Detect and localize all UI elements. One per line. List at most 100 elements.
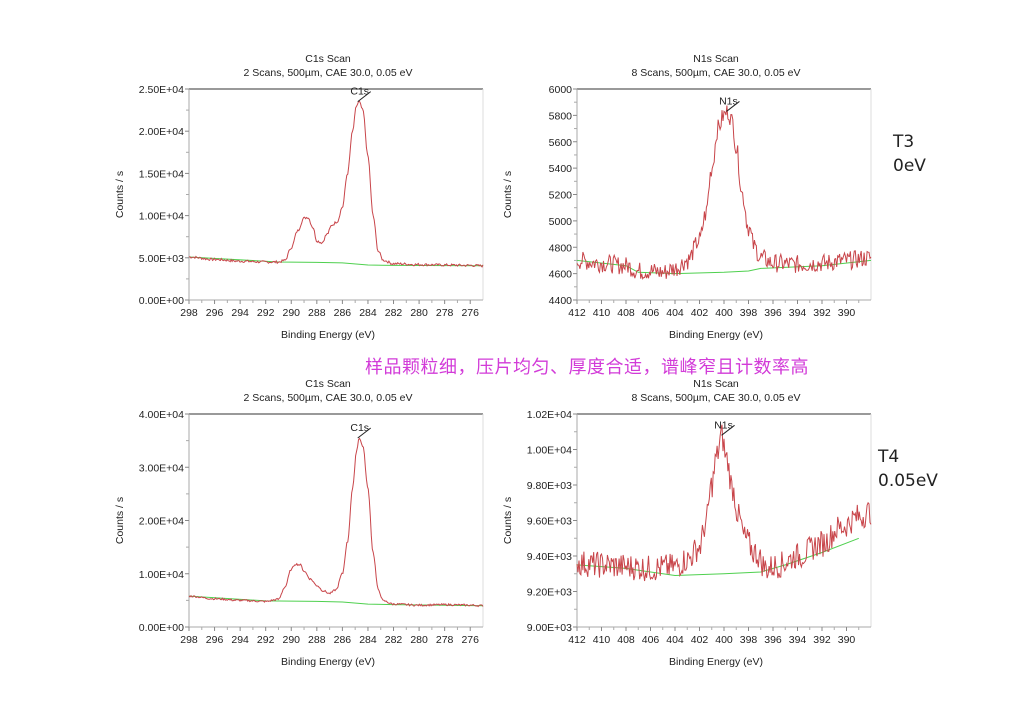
y-axis-label: Counts / s [502, 497, 514, 544]
chart-t4-n1s: N1s Scan 8 Scans, 500µm, CAE 30.0, 0.05 e… [502, 378, 872, 668]
x-tick-label: 404 [666, 307, 684, 319]
x-tick-label: 394 [789, 307, 807, 319]
x-tick-label: 412 [568, 307, 586, 319]
x-tick-label: 278 [436, 634, 454, 646]
x-tick-label: 294 [231, 307, 249, 319]
x-tick-label: 278 [436, 307, 454, 319]
x-tick-label: 402 [691, 307, 709, 319]
y-axis-label: Counts / s [114, 171, 126, 218]
y-axis-label: Counts / s [114, 497, 126, 544]
x-tick-label: 276 [461, 634, 479, 646]
x-tick-label: 406 [642, 634, 660, 646]
y-tick-label: 9.00E+03 [527, 622, 572, 634]
chart-subtitle: 2 Scans, 500µm, CAE 30.0, 0.05 eV [244, 392, 413, 404]
x-tick-label: 282 [385, 634, 403, 646]
x-tick-label: 292 [257, 307, 275, 319]
y-tick-label: 9.40E+03 [527, 551, 572, 563]
x-tick-label: 408 [617, 634, 635, 646]
y-tick-label: 4.00E+04 [139, 409, 184, 421]
y-tick-label: 2.50E+04 [139, 84, 184, 96]
x-tick-label: 398 [740, 634, 758, 646]
x-tick-label: 284 [359, 307, 377, 319]
y-tick-label: 5600 [549, 137, 573, 149]
x-tick-label: 288 [308, 307, 326, 319]
y-tick-label: 4600 [549, 269, 573, 281]
x-tick-label: 392 [813, 307, 831, 319]
x-axis-label: Binding Energy (eV) [281, 656, 375, 668]
spectrum-line [188, 437, 484, 608]
sample-label-t3: T3 0eV [893, 130, 926, 178]
peak-label: N1s [714, 419, 733, 431]
y-tick-label: 1.00E+04 [139, 211, 184, 223]
peak-label: C1s [350, 422, 369, 434]
chart-title: N1s Scan [693, 378, 739, 390]
spectrum-line [188, 100, 484, 268]
peak-label: N1s [719, 95, 738, 107]
x-tick-label: 290 [282, 634, 300, 646]
x-tick-label: 398 [740, 307, 758, 319]
chart-t3-n1s: N1s Scan 8 Scans, 500µm, CAE 30.0, 0.05 e… [502, 53, 872, 341]
chart-t3-c1s: C1s Scan 2 Scans, 500µm, CAE 30.0, 0.05 e… [114, 53, 484, 341]
y-tick-label: 0.00E+00 [139, 295, 184, 307]
y-tick-label: 1.00E+04 [527, 445, 572, 457]
y-tick-label: 5800 [549, 110, 573, 122]
x-tick-label: 404 [666, 634, 684, 646]
x-tick-label: 294 [231, 634, 249, 646]
chart-title: C1s Scan [305, 53, 351, 65]
x-axis-label: Binding Energy (eV) [669, 656, 763, 668]
y-tick-label: 9.60E+03 [527, 516, 572, 528]
sample-name: T3 [893, 132, 915, 152]
x-tick-label: 280 [410, 634, 428, 646]
x-tick-label: 408 [617, 307, 635, 319]
chart-subtitle: 2 Scans, 500µm, CAE 30.0, 0.05 eV [244, 67, 413, 79]
x-tick-label: 298 [180, 307, 198, 319]
x-tick-label: 390 [838, 307, 856, 319]
y-tick-label: 4800 [549, 242, 573, 254]
background-line [576, 537, 859, 577]
x-tick-label: 412 [568, 634, 586, 646]
x-tick-label: 396 [764, 307, 782, 319]
spectrum-line [576, 105, 872, 280]
y-tick-label: 6000 [549, 84, 573, 96]
x-tick-label: 292 [257, 634, 275, 646]
y-tick-label: 1.50E+04 [139, 168, 184, 180]
x-tick-label: 276 [461, 307, 479, 319]
x-tick-label: 406 [642, 307, 660, 319]
spectrum-line [576, 424, 872, 582]
x-tick-label: 286 [334, 307, 352, 319]
x-tick-label: 400 [715, 634, 733, 646]
sample-bias: 0.05eV [878, 471, 938, 491]
y-tick-label: 2.00E+04 [139, 126, 184, 138]
chart-title: N1s Scan [693, 53, 739, 65]
y-tick-label: 3.00E+04 [139, 462, 184, 474]
x-tick-label: 400 [715, 307, 733, 319]
y-tick-label: 2.00E+04 [139, 516, 184, 528]
peak-label: C1s [350, 86, 369, 98]
y-tick-label: 5.00E+03 [139, 253, 184, 265]
y-tick-label: 0.00E+00 [139, 622, 184, 634]
x-tick-label: 410 [593, 634, 611, 646]
y-tick-label: 1.02E+04 [527, 409, 572, 421]
y-tick-label: 9.20E+03 [527, 587, 572, 599]
y-tick-label: 5000 [549, 216, 573, 228]
x-tick-label: 288 [308, 634, 326, 646]
x-tick-label: 396 [764, 634, 782, 646]
chart-title: C1s Scan [305, 378, 351, 390]
chart-subtitle: 8 Scans, 500µm, CAE 30.0, 0.05 eV [632, 392, 801, 404]
x-tick-label: 410 [593, 307, 611, 319]
x-tick-label: 390 [838, 634, 856, 646]
x-tick-label: 284 [359, 634, 377, 646]
x-tick-label: 290 [282, 307, 300, 319]
y-tick-label: 5200 [549, 190, 573, 202]
y-tick-label: 9.80E+03 [527, 480, 572, 492]
x-tick-label: 286 [334, 634, 352, 646]
y-axis-label: Counts / s [502, 171, 514, 218]
x-tick-label: 394 [789, 634, 807, 646]
sample-label-t4: T4 0.05eV [878, 445, 938, 493]
x-axis-label: Binding Energy (eV) [669, 329, 763, 341]
x-axis-label: Binding Energy (eV) [281, 329, 375, 341]
summary-caption: 样品颗粒细，压片均匀、厚度合适，谱峰窄且计数率高 [365, 357, 809, 378]
sample-name: T4 [878, 447, 900, 467]
chart-t4-c1s: C1s Scan 2 Scans, 500µm, CAE 30.0, 0.05 e… [114, 378, 484, 668]
